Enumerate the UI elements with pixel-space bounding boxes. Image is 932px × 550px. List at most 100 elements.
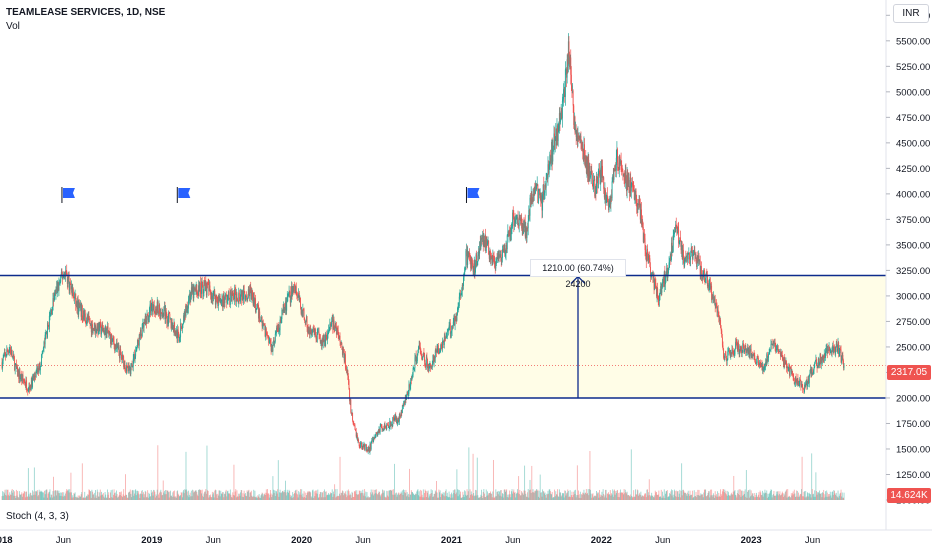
- volume-bar: [80, 496, 81, 500]
- candle-body: [704, 280, 706, 283]
- candle-body: [90, 323, 92, 325]
- volume-bar: [582, 492, 584, 500]
- volume-bar: [531, 492, 533, 500]
- volume-bar: [441, 494, 443, 500]
- volume-bar: [728, 494, 730, 500]
- volume-bar: [534, 491, 536, 500]
- volume-bar: [304, 496, 306, 500]
- volume-bar: [701, 494, 703, 500]
- candle-body: [335, 326, 337, 335]
- candle-body: [807, 384, 808, 387]
- candle-body: [147, 315, 149, 321]
- candle-body: [617, 149, 618, 163]
- candle-body: [153, 305, 155, 309]
- volume-bar: [69, 492, 71, 500]
- volume-bar: [528, 497, 530, 500]
- volume-bar: [83, 497, 85, 500]
- candle-body: [662, 279, 664, 283]
- volume-bar: [506, 489, 508, 500]
- candle-body: [216, 295, 218, 299]
- candle-body: [214, 299, 216, 305]
- candle-body: [135, 349, 137, 351]
- volume-bar: [350, 495, 352, 500]
- volume-bar: [297, 494, 298, 500]
- volume-bar: [717, 491, 719, 500]
- volume-bar: [568, 497, 570, 500]
- volume-bar: [437, 497, 439, 500]
- volume-bar: [337, 495, 339, 500]
- volume-bar: [502, 493, 504, 500]
- volume-bar: [160, 489, 162, 500]
- volume-bar: [216, 497, 218, 500]
- volume-bar: [12, 492, 14, 500]
- volume-bar: [291, 495, 292, 500]
- candle-body: [421, 354, 422, 357]
- candle-body: [519, 219, 521, 221]
- currency-button[interactable]: INR: [893, 4, 929, 23]
- candle-body: [482, 235, 484, 239]
- candle-body: [241, 290, 243, 300]
- volume-bar: [793, 489, 795, 500]
- volume-bar: [153, 489, 155, 500]
- volume-bar: [20, 494, 22, 500]
- volume-bar: [548, 493, 550, 500]
- volume-bar: [92, 494, 94, 500]
- volume-bar: [456, 469, 458, 500]
- volume-bar: [259, 497, 261, 500]
- volume-bar: [573, 491, 575, 500]
- volume-bar: [277, 460, 279, 500]
- volume-bar: [160, 492, 162, 500]
- volume-bar: [80, 494, 82, 500]
- volume-bar: [446, 492, 448, 500]
- volume-bar: [424, 489, 426, 500]
- candle-body: [114, 344, 116, 351]
- candle-body: [167, 319, 169, 324]
- candle-body: [479, 241, 481, 254]
- candle-body: [287, 295, 289, 297]
- volume-bar: [672, 490, 674, 500]
- volume-bar: [76, 497, 78, 500]
- volume-bar: [802, 496, 804, 500]
- candle-body: [304, 320, 306, 323]
- volume-bar: [60, 492, 62, 500]
- candle-body: [698, 255, 700, 262]
- candle-body: [89, 319, 90, 321]
- candle-body: [350, 412, 352, 414]
- candle-body: [617, 162, 619, 168]
- candle-body: [684, 256, 686, 259]
- volume-bar: [458, 490, 460, 500]
- candle-body: [641, 220, 643, 225]
- candle-body: [737, 342, 739, 351]
- candle-body: [53, 295, 55, 302]
- candle-body: [776, 349, 778, 350]
- volume-bar: [173, 496, 175, 500]
- volume-bar: [777, 491, 778, 500]
- candle-body: [34, 375, 36, 377]
- volume-bar: [133, 495, 135, 500]
- candle-body: [261, 317, 263, 327]
- volume-bar: [695, 491, 697, 500]
- candle-body: [275, 332, 277, 334]
- candle-body: [811, 369, 813, 374]
- candle-body: [339, 335, 341, 342]
- candle-body: [657, 299, 659, 301]
- volume-bar: [633, 496, 635, 500]
- volume-bar: [137, 493, 139, 500]
- candle-body: [458, 296, 460, 307]
- volume-bar: [721, 491, 723, 500]
- candle-body: [276, 327, 277, 333]
- volume-bar: [240, 490, 242, 500]
- candle-body: [87, 316, 89, 321]
- candle-body: [796, 378, 798, 385]
- volume-bar: [465, 494, 467, 500]
- candle-body: [166, 317, 168, 324]
- volume-bar: [7, 489, 9, 500]
- stoch-label[interactable]: Stoch (4, 3, 3): [6, 511, 69, 522]
- candle-body: [755, 362, 757, 364]
- candle-body: [514, 217, 516, 224]
- volume-bar: [63, 495, 65, 500]
- volume-bar: [826, 490, 828, 500]
- volume-bar: [400, 493, 401, 500]
- volume-bar: [338, 496, 340, 500]
